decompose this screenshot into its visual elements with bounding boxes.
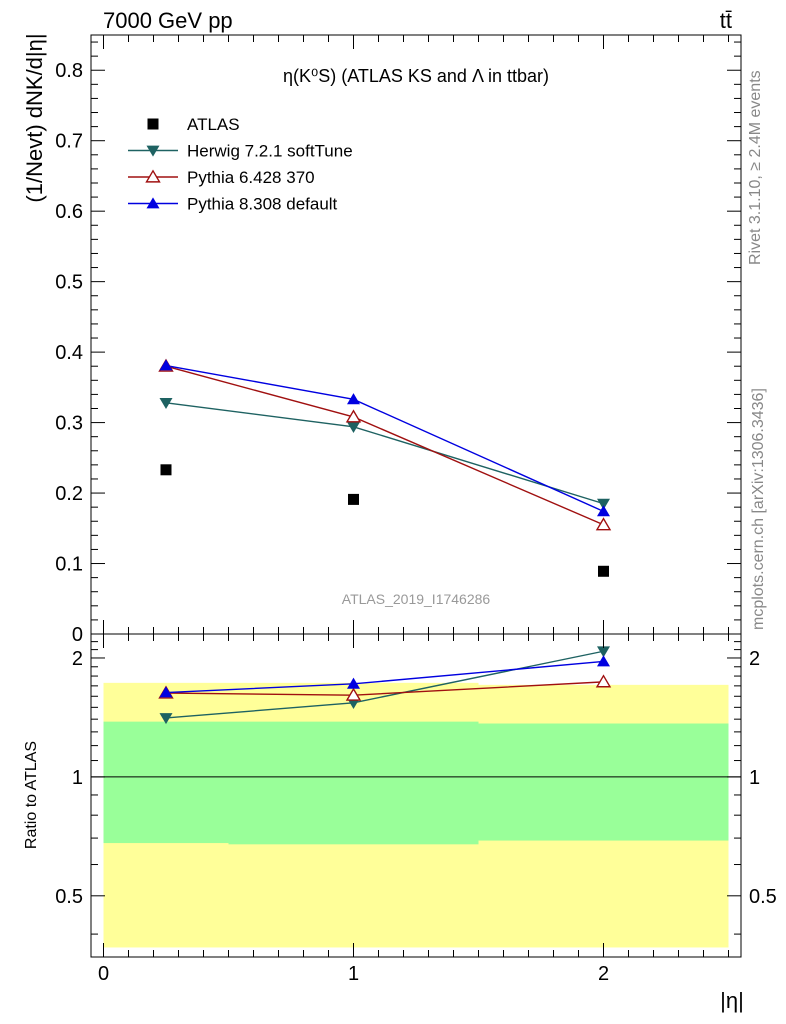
y-tick-label: 0.2 bbox=[55, 483, 83, 505]
energy-label: 7000 GeV pp bbox=[103, 8, 233, 33]
y-tick-label: 0.6 bbox=[55, 201, 83, 223]
ratio-point-s0-0 bbox=[159, 713, 173, 725]
ratio-y-tick-label-right: 0.5 bbox=[749, 886, 777, 908]
data-point-s3-2 bbox=[597, 505, 610, 517]
y-tick-label: 0.8 bbox=[55, 60, 83, 82]
data-point-s0-1 bbox=[348, 493, 359, 505]
data-point-s2-1 bbox=[345, 409, 362, 423]
x-tick-label: 0 bbox=[98, 963, 109, 985]
ratio-point-s2-1 bbox=[347, 677, 360, 689]
series-line-3 bbox=[165, 364, 604, 513]
green-band-bin-1 bbox=[228, 721, 479, 845]
data-point-s0-2 bbox=[598, 565, 609, 577]
ratio-y-tick-label: 1 bbox=[72, 767, 83, 789]
legend: ATLAS Herwig 7.2.1 softTune Pythia 6.428 3… bbox=[128, 115, 353, 214]
legend-marker-2 bbox=[145, 169, 161, 183]
main-y-axis: 0 0.1 0.2 0.3 0.4 0.5 0.6 0.7 0.8 bbox=[55, 35, 741, 646]
y-tick-label: 0.3 bbox=[55, 413, 83, 435]
ratio-panel: 0.5 0.5 1 1 2 2 0 1 2 Ratio to ATLAS |η| bbox=[23, 633, 777, 1013]
legend-label-1: Herwig 7.2.1 softTune bbox=[187, 142, 353, 161]
ratio-point-s1-1 bbox=[345, 687, 362, 701]
y-tick-label: 0 bbox=[72, 624, 83, 646]
data-point-s1-1 bbox=[347, 421, 360, 433]
process-label: tt̄ bbox=[720, 8, 732, 33]
chart-title: η(K⁰S) (ATLAS KS and Λ in ttbar) bbox=[283, 66, 549, 86]
ratio-y-tick-label: 2 bbox=[72, 648, 83, 670]
series-line-2 bbox=[165, 365, 604, 526]
x-axis: 0 1 2 bbox=[98, 634, 729, 985]
green-band-bin-2 bbox=[478, 723, 729, 841]
ratio-y-axis: 0.5 0.5 1 1 2 2 bbox=[55, 641, 777, 935]
y-tick-label: 0.7 bbox=[55, 131, 83, 153]
data-point-s3-1 bbox=[347, 393, 360, 405]
y-tick-label: 0.1 bbox=[55, 554, 83, 576]
ratio-y-label: Ratio to ATLAS bbox=[23, 741, 40, 849]
legend-label-2: Pythia 6.428 370 bbox=[187, 168, 315, 187]
ratio-y-tick-label: 0.5 bbox=[55, 886, 83, 908]
legend-label-3: Pythia 8.308 default bbox=[187, 195, 338, 214]
legend-marker-0 bbox=[147, 118, 159, 130]
ratio-frame bbox=[90, 633, 742, 958]
y-tick-label: 0.4 bbox=[55, 342, 83, 364]
ratio-point-s2-0 bbox=[159, 686, 173, 698]
analysis-watermark: ATLAS_2019_I1746286 bbox=[342, 591, 491, 607]
main-panel: 0 0.1 0.2 0.3 0.4 0.5 0.6 0.7 0.8 η(K⁰S) (ATLAS … bbox=[22, 33, 742, 646]
ratio-y-tick-label-right: 2 bbox=[749, 648, 760, 670]
x-tick-label: 2 bbox=[598, 963, 609, 985]
data-point-s2-2 bbox=[595, 517, 612, 531]
series-line-1 bbox=[165, 402, 604, 505]
ratio-point-s1-2 bbox=[595, 674, 612, 688]
data-point-s0-0 bbox=[160, 464, 172, 476]
y-tick-label: 0.5 bbox=[55, 272, 83, 294]
x-axis-label: |η| bbox=[720, 988, 744, 1013]
rivet-label: Rivet 3.1.10, ≥ 2.4M events bbox=[747, 70, 764, 265]
x-tick-label: 1 bbox=[348, 963, 359, 985]
data-point-s3-0 bbox=[159, 359, 173, 371]
mcplots-label: mcplots.cern.ch [arXiv:1306.3436] bbox=[750, 388, 767, 630]
legend-marker-1 bbox=[146, 145, 160, 157]
ratio-point-s0-2 bbox=[597, 646, 610, 658]
data-point-s1-2 bbox=[597, 498, 610, 510]
ratio-plot-area bbox=[91, 646, 741, 948]
data-point-s1-0 bbox=[159, 397, 173, 410]
ratio-point-s2-2 bbox=[597, 655, 610, 667]
green-band-bin-0 bbox=[103, 721, 229, 844]
ratio-y-tick-label-right: 1 bbox=[749, 767, 760, 789]
main-plot-area bbox=[158, 358, 612, 577]
legend-label-0: ATLAS bbox=[187, 115, 240, 134]
main-y-label: (1/Nevt) dNK/d|η| bbox=[22, 33, 47, 202]
legend-marker-3 bbox=[146, 197, 160, 209]
